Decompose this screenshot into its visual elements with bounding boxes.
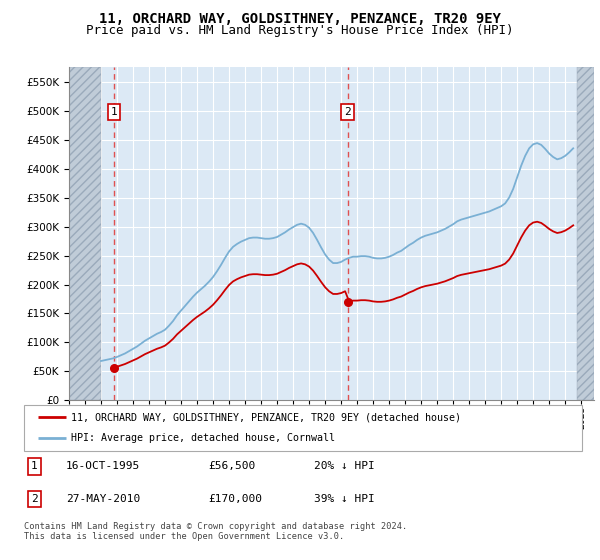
Text: 16-OCT-1995: 16-OCT-1995 [66, 461, 140, 472]
Text: £56,500: £56,500 [208, 461, 256, 472]
Text: HPI: Average price, detached house, Cornwall: HPI: Average price, detached house, Corn… [71, 433, 335, 444]
Text: 2: 2 [344, 107, 351, 117]
Text: 11, ORCHARD WAY, GOLDSITHNEY, PENZANCE, TR20 9EY (detached house): 11, ORCHARD WAY, GOLDSITHNEY, PENZANCE, … [71, 412, 461, 422]
Text: 20% ↓ HPI: 20% ↓ HPI [314, 461, 375, 472]
Text: 1: 1 [110, 107, 117, 117]
Text: 11, ORCHARD WAY, GOLDSITHNEY, PENZANCE, TR20 9EY: 11, ORCHARD WAY, GOLDSITHNEY, PENZANCE, … [99, 12, 501, 26]
Text: 2: 2 [31, 494, 37, 503]
Text: 1: 1 [31, 461, 37, 472]
Text: Contains HM Land Registry data © Crown copyright and database right 2024.
This d: Contains HM Land Registry data © Crown c… [24, 522, 407, 542]
Text: 27-MAY-2010: 27-MAY-2010 [66, 494, 140, 503]
Text: Price paid vs. HM Land Registry's House Price Index (HPI): Price paid vs. HM Land Registry's House … [86, 24, 514, 37]
Text: £170,000: £170,000 [208, 494, 262, 503]
FancyBboxPatch shape [24, 405, 582, 451]
Text: 39% ↓ HPI: 39% ↓ HPI [314, 494, 375, 503]
